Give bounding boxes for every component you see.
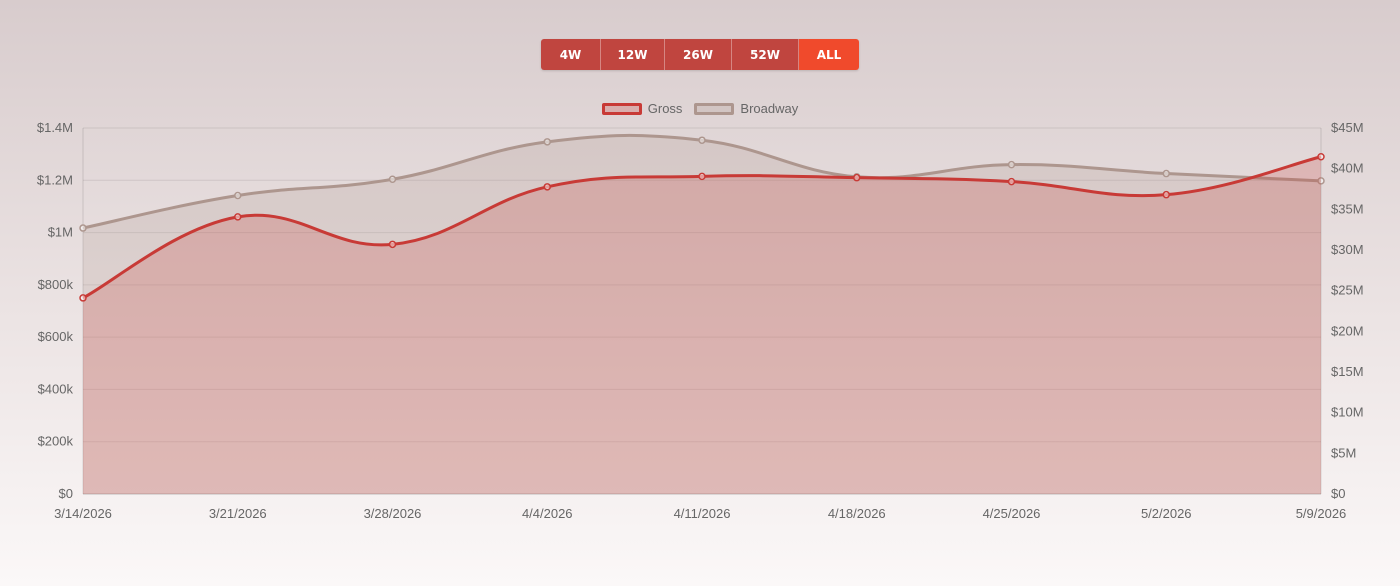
x-tick-label: 4/11/2026: [674, 506, 731, 521]
range-button-4w[interactable]: 4W: [541, 39, 601, 70]
x-tick-label: 4/25/2026: [983, 506, 1041, 521]
series-area-broadway: [83, 135, 1321, 494]
x-tick-label: 5/2/2026: [1141, 506, 1192, 521]
data-point-broadway: [543, 138, 551, 146]
data-point-gross: [79, 294, 87, 302]
x-tick-label: 4/4/2026: [522, 506, 573, 521]
chart-legend: Gross Broadway: [0, 101, 1400, 116]
range-button-12w[interactable]: 12W: [601, 39, 665, 70]
y-left-tick-label: $200k: [38, 434, 74, 449]
data-point-broadway: [1007, 160, 1016, 169]
data-point-broadway: [234, 191, 242, 200]
y-right-tick-label: $5M: [1331, 445, 1356, 460]
data-point-broadway: [698, 136, 706, 144]
data-point-gross: [1317, 153, 1325, 161]
data-point-broadway: [1317, 177, 1325, 185]
y-right-tick-label: $20M: [1331, 323, 1364, 338]
y-left-tick-label: $400k: [38, 381, 74, 396]
y-left-tick-label: $0: [59, 486, 73, 501]
y-right-tick-label: $30M: [1331, 242, 1364, 257]
y-right-tick-label: $40M: [1331, 161, 1364, 176]
data-point-gross: [698, 172, 706, 181]
legend-label-gross: Gross: [647, 101, 683, 116]
data-point-broadway: [388, 175, 397, 183]
legend-label-broadway: Broadway: [740, 101, 799, 116]
y-left-tick-label: $800k: [38, 277, 74, 292]
y-left-tick-label: $600k: [38, 329, 74, 344]
x-tick-label: 3/28/2026: [364, 506, 422, 521]
data-point-broadway: [1162, 169, 1170, 178]
data-point-gross: [853, 173, 861, 182]
x-tick-label: 4/18/2026: [828, 506, 886, 521]
legend-swatch-broadway: [694, 102, 735, 115]
y-right-tick-label: $15M: [1331, 364, 1364, 379]
legend-swatch-gross: [601, 102, 642, 115]
y-right-tick-label: $0: [1331, 486, 1345, 501]
y-left-tick-label: $1.4M: [37, 120, 73, 135]
legend-item-broadway[interactable]: Broadway: [694, 101, 798, 116]
series-area-gross: [83, 156, 1321, 494]
x-tick-label: 3/14/2026: [54, 506, 112, 521]
range-button-all[interactable]: ALL: [799, 39, 859, 70]
y-left-tick-label: $1.2M: [37, 172, 73, 187]
y-right-tick-label: $45M: [1331, 120, 1364, 135]
range-button-26w[interactable]: 26W: [665, 39, 732, 70]
x-tick-label: 3/21/2026: [209, 506, 267, 521]
y-left-tick-label: $1M: [48, 225, 73, 240]
range-button-52w[interactable]: 52W: [732, 39, 799, 70]
data-point-gross: [388, 240, 397, 249]
data-point-broadway: [79, 224, 87, 232]
x-tick-label: 5/9/2026: [1296, 506, 1347, 521]
y-right-tick-label: $25M: [1331, 283, 1364, 298]
y-right-tick-label: $10M: [1331, 405, 1364, 420]
time-range-selector: 4W 12W 26W 52W ALL: [541, 39, 859, 70]
data-point-gross: [1162, 190, 1170, 199]
data-point-gross: [234, 213, 242, 221]
data-point-gross: [1007, 177, 1016, 186]
data-point-gross: [543, 183, 551, 191]
series-line-gross: [82, 155, 1322, 300]
legend-item-gross[interactable]: Gross: [601, 101, 683, 116]
y-right-tick-label: $35M: [1331, 201, 1364, 216]
